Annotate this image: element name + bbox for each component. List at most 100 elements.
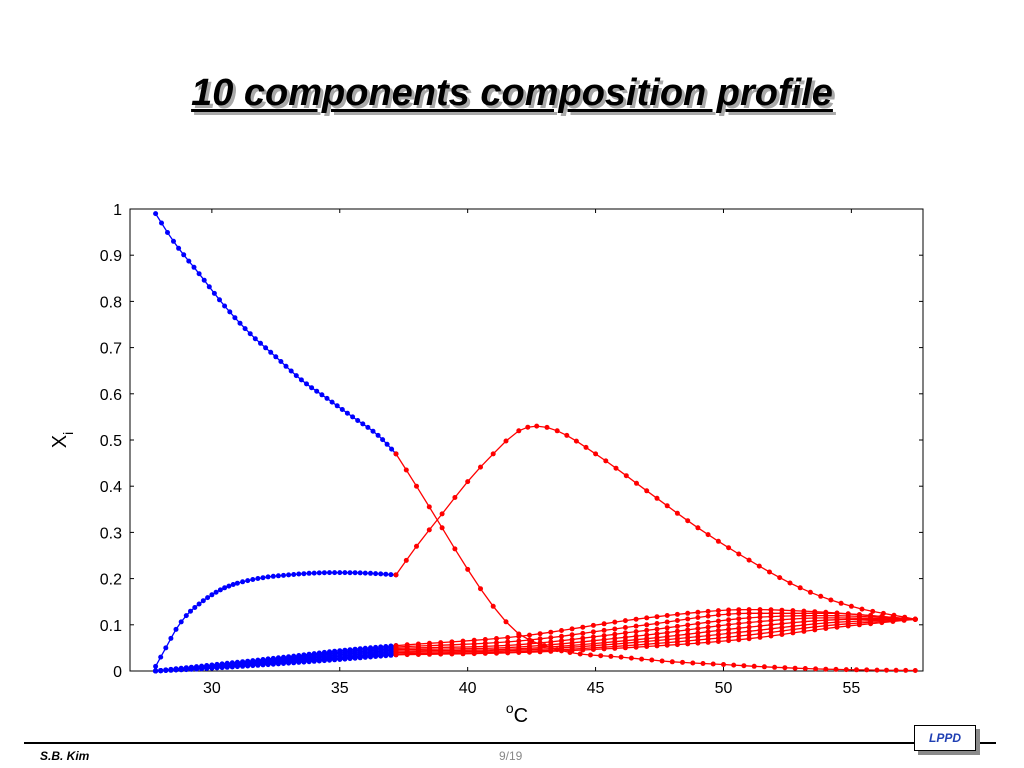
data-point <box>779 617 785 623</box>
data-point <box>204 666 210 671</box>
data-point <box>357 655 363 661</box>
data-point <box>613 465 619 471</box>
data-point <box>843 667 849 673</box>
data-point <box>757 619 763 624</box>
data-point <box>368 570 373 576</box>
data-point <box>590 622 596 628</box>
data-point <box>768 629 774 635</box>
svg-text:Xi: Xi <box>49 432 76 448</box>
data-point <box>188 608 193 614</box>
data-point <box>309 385 315 391</box>
data-point <box>601 646 607 652</box>
data-point <box>674 611 680 617</box>
data-point <box>622 625 628 630</box>
data-point <box>612 631 618 637</box>
data-point <box>403 467 409 473</box>
data-point <box>715 612 721 618</box>
data-point <box>260 575 266 581</box>
y-axis-label-base: X <box>49 435 71 448</box>
data-point <box>690 660 696 666</box>
data-point <box>685 616 691 622</box>
y-tick-label: 0.3 <box>100 525 122 542</box>
data-point <box>746 632 752 638</box>
data-point <box>664 503 670 509</box>
data-point <box>291 572 297 577</box>
data-point <box>559 648 564 654</box>
data-point <box>736 616 742 622</box>
data-point <box>695 621 701 627</box>
data-point <box>200 598 206 604</box>
data-point <box>537 631 543 637</box>
y-axis-label-sub: i <box>60 432 76 435</box>
data-point <box>623 473 629 479</box>
data-point <box>813 666 819 672</box>
data-point <box>452 495 458 500</box>
data-point <box>664 642 670 648</box>
data-point <box>768 607 774 613</box>
data-point <box>726 622 732 628</box>
data-point <box>278 359 284 364</box>
data-point <box>199 666 205 672</box>
data-point <box>833 666 839 672</box>
data-point <box>746 607 752 613</box>
data-point <box>868 621 874 627</box>
data-point <box>306 570 312 576</box>
data-point <box>255 662 261 668</box>
data-point <box>715 538 721 544</box>
data-point <box>893 667 899 673</box>
data-point <box>362 654 368 660</box>
data-point <box>721 662 726 667</box>
data-point <box>603 458 609 464</box>
data-point <box>357 570 363 576</box>
data-point <box>191 264 197 270</box>
data-point <box>314 388 320 394</box>
data-point <box>801 628 807 634</box>
data-point <box>705 608 711 614</box>
data-point <box>478 586 483 592</box>
data-point <box>355 418 361 423</box>
data-point <box>654 631 660 637</box>
data-point <box>516 638 522 644</box>
data-point <box>304 381 309 387</box>
data-point <box>171 238 176 244</box>
data-point <box>548 648 554 654</box>
data-point <box>245 578 251 584</box>
data-point <box>158 654 164 660</box>
data-point <box>912 668 918 673</box>
data-point <box>525 424 531 430</box>
data-point <box>471 651 477 657</box>
data-point <box>383 571 389 577</box>
data-point <box>321 570 327 576</box>
data-point <box>695 615 701 620</box>
data-point <box>705 613 711 619</box>
data-point <box>319 392 325 398</box>
series-2 <box>153 570 399 669</box>
data-point <box>263 345 269 351</box>
data-point <box>903 667 909 673</box>
data-point <box>608 653 614 659</box>
data-point <box>618 654 624 660</box>
data-point <box>183 613 189 619</box>
data-point <box>573 438 579 444</box>
data-point <box>912 616 918 622</box>
data-point <box>270 661 276 667</box>
data-point <box>153 663 159 669</box>
data-point <box>194 666 199 672</box>
data-point <box>339 407 345 412</box>
data-point <box>227 309 233 315</box>
data-point <box>612 626 618 632</box>
data-point <box>726 638 732 644</box>
data-point <box>583 444 589 450</box>
data-point <box>224 664 230 670</box>
data-point <box>298 377 304 383</box>
data-point <box>438 651 444 657</box>
data-point <box>205 595 211 601</box>
data-point <box>741 663 747 669</box>
y-tick-label: 0 <box>113 664 122 681</box>
data-point <box>736 611 742 616</box>
data-point <box>192 605 198 610</box>
data-point <box>306 659 312 665</box>
data-point <box>293 373 299 379</box>
data-point <box>598 653 604 659</box>
lppd-logo: LPPD <box>914 725 976 751</box>
